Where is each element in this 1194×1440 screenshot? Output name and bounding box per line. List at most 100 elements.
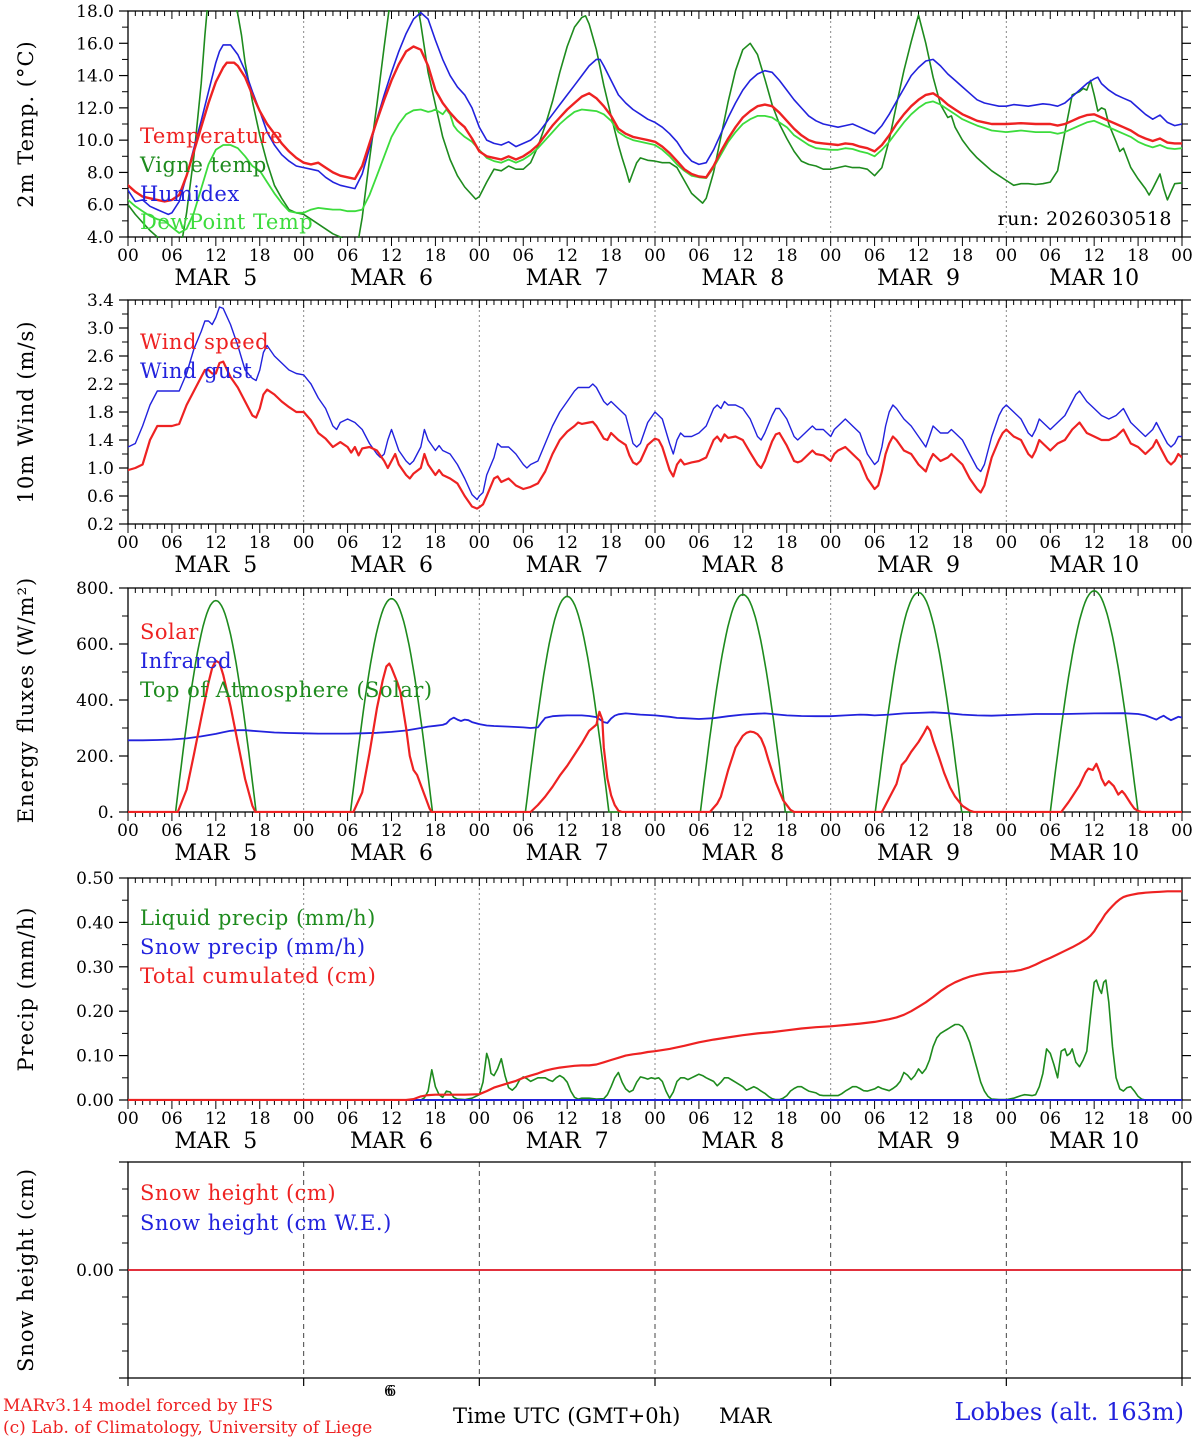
svg-text:3.0: 3.0 bbox=[87, 319, 114, 339]
svg-text:06: 06 bbox=[1039, 821, 1061, 841]
svg-text:18: 18 bbox=[600, 821, 622, 841]
svg-text:00: 00 bbox=[469, 821, 491, 841]
svg-text:06: 06 bbox=[864, 533, 886, 553]
day-label: MAR 8 bbox=[701, 266, 784, 291]
svg-text:18: 18 bbox=[952, 821, 974, 841]
y-axis-title-energy: Energy fluxes (W/m²) bbox=[14, 576, 38, 824]
svg-text:0.40: 0.40 bbox=[76, 913, 114, 933]
series-wind-speed bbox=[128, 360, 1182, 510]
svg-text:12: 12 bbox=[381, 1109, 403, 1129]
legend-snow-precip-mm-h: Snow precip (mm/h) bbox=[140, 935, 366, 959]
svg-text:00: 00 bbox=[644, 821, 666, 841]
svg-text:00: 00 bbox=[1171, 1109, 1193, 1129]
legend-solar: Solar bbox=[140, 620, 199, 644]
series-liquid-precip-mm-h bbox=[128, 979, 1182, 1101]
svg-text:6: 6 bbox=[387, 1382, 397, 1400]
svg-text:12: 12 bbox=[381, 533, 403, 553]
svg-text:4.0: 4.0 bbox=[87, 228, 114, 248]
svg-text:18: 18 bbox=[1127, 246, 1149, 266]
svg-text:6.0: 6.0 bbox=[87, 196, 114, 216]
day-label: MAR 10 bbox=[1049, 266, 1139, 291]
svg-text:18: 18 bbox=[776, 246, 798, 266]
svg-text:06: 06 bbox=[512, 533, 534, 553]
svg-text:06: 06 bbox=[512, 1109, 534, 1129]
svg-text:0.6: 0.6 bbox=[87, 487, 114, 507]
svg-text:2.6: 2.6 bbox=[87, 347, 114, 367]
svg-text:00: 00 bbox=[293, 533, 315, 553]
svg-text:18: 18 bbox=[1127, 1109, 1149, 1129]
svg-text:18: 18 bbox=[1127, 821, 1149, 841]
svg-text:12: 12 bbox=[556, 246, 578, 266]
svg-text:00: 00 bbox=[996, 821, 1018, 841]
day-label: MAR 7 bbox=[526, 266, 609, 291]
legend-top-of-atmosphere-solar: Top of Atmosphere (Solar) bbox=[140, 678, 433, 702]
svg-text:06: 06 bbox=[864, 1109, 886, 1129]
legend-total-cumulated-cm: Total cumulated (cm) bbox=[140, 964, 377, 988]
svg-text:06: 06 bbox=[688, 1109, 710, 1129]
svg-text:12: 12 bbox=[908, 533, 930, 553]
svg-text:06: 06 bbox=[512, 821, 534, 841]
svg-text:00: 00 bbox=[469, 1109, 491, 1129]
day-label: MAR 5 bbox=[174, 1129, 257, 1154]
svg-text:06: 06 bbox=[161, 821, 183, 841]
svg-text:800.: 800. bbox=[76, 579, 114, 599]
svg-text:00: 00 bbox=[1171, 821, 1193, 841]
svg-text:12: 12 bbox=[205, 246, 227, 266]
day-label: MAR 7 bbox=[526, 841, 609, 866]
svg-text:12: 12 bbox=[1083, 246, 1105, 266]
svg-text:00: 00 bbox=[117, 821, 139, 841]
svg-text:18.0: 18.0 bbox=[76, 2, 114, 22]
day-label: MAR 5 bbox=[174, 553, 257, 578]
svg-text:06: 06 bbox=[337, 821, 359, 841]
svg-text:1.0: 1.0 bbox=[87, 459, 114, 479]
day-label: MAR 6 bbox=[350, 553, 433, 578]
svg-text:12: 12 bbox=[205, 1109, 227, 1129]
svg-text:18: 18 bbox=[249, 246, 271, 266]
svg-text:00: 00 bbox=[644, 533, 666, 553]
svg-text:00: 00 bbox=[293, 1109, 315, 1129]
svg-text:00: 00 bbox=[469, 533, 491, 553]
svg-text:12: 12 bbox=[908, 821, 930, 841]
day-label: MAR 6 bbox=[350, 266, 433, 291]
svg-text:18: 18 bbox=[776, 533, 798, 553]
svg-text:12: 12 bbox=[732, 1109, 754, 1129]
svg-text:00: 00 bbox=[996, 533, 1018, 553]
svg-text:10.0: 10.0 bbox=[76, 131, 114, 151]
panel-energy: 0. 200. 400. 600. 800. 00 06 12 18 00 06 12 18 00 06 12… bbox=[76, 579, 1193, 866]
series-dewpoint-temp bbox=[128, 100, 1182, 234]
series-layer-energy bbox=[128, 590, 1182, 813]
svg-text:16.0: 16.0 bbox=[76, 34, 114, 54]
svg-text:0.2: 0.2 bbox=[87, 515, 114, 535]
y-axis-title-temp: 2m Temp. (°C) bbox=[14, 40, 38, 208]
series-total-cumulated-cm bbox=[128, 890, 1182, 1101]
day-label: MAR 8 bbox=[701, 1129, 784, 1154]
svg-text:18: 18 bbox=[425, 246, 447, 266]
legend-humidex: Humidex bbox=[140, 182, 240, 206]
svg-text:14.0: 14.0 bbox=[76, 67, 114, 87]
footer-time-axis-label: Time UTC (GMT+0h) bbox=[453, 1404, 681, 1428]
svg-text:06: 06 bbox=[688, 533, 710, 553]
svg-text:200.: 200. bbox=[76, 747, 114, 767]
svg-text:12: 12 bbox=[732, 246, 754, 266]
day-label: MAR 8 bbox=[701, 841, 784, 866]
footer-model-credit: MARv3.14 model forced by IFS bbox=[3, 1396, 274, 1416]
svg-text:06: 06 bbox=[688, 246, 710, 266]
svg-text:1.8: 1.8 bbox=[87, 403, 114, 423]
panel-wind: 0.2 0.6 1.0 1.4 1.8 2.2 2.6 3.0 3.4 00 06 12 18 00 06 1… bbox=[87, 291, 1193, 578]
svg-text:00: 00 bbox=[996, 246, 1018, 266]
svg-text:0.00: 0.00 bbox=[76, 1261, 114, 1281]
svg-text:06: 06 bbox=[337, 246, 359, 266]
y-axis-title-precip: Precip (mm/h) bbox=[14, 906, 38, 1072]
series-temperature bbox=[128, 45, 1182, 203]
svg-text:00: 00 bbox=[820, 246, 842, 266]
svg-text:18: 18 bbox=[952, 246, 974, 266]
legend-dewpoint-temp: DewPoint Temp bbox=[140, 210, 314, 234]
svg-text:18: 18 bbox=[952, 1109, 974, 1129]
series-top-of-atmosphere-solar bbox=[128, 590, 1182, 813]
svg-text:12: 12 bbox=[732, 533, 754, 553]
svg-text:12: 12 bbox=[205, 533, 227, 553]
day-label: MAR 6 bbox=[350, 841, 433, 866]
panel-precip: 0.00 0.10 0.20 0.30 0.40 0.50 00 06 12 18 00 06 12 18… bbox=[76, 869, 1193, 1154]
svg-text:06: 06 bbox=[161, 246, 183, 266]
